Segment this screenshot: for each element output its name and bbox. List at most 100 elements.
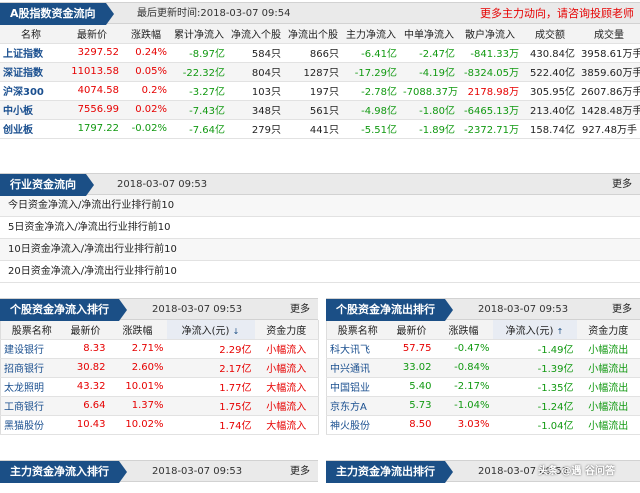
- table-row: 建设银行 8.33 2.71% 2.29亿 小幅流入: [0, 339, 319, 359]
- stock-net-inflow: -1.49亿: [492, 339, 577, 359]
- table-row: 京东方A 5.73 -1.04% -1.24亿 小幅流出: [326, 396, 640, 416]
- stock-net-inflow: -1.35亿: [492, 377, 577, 397]
- table-row: 中小板 7556.99 0.02% -7.43亿 348只 561只 -4.98…: [0, 100, 640, 120]
- col-net-inflow-sort[interactable]: 净流入(元) ↓: [166, 320, 255, 340]
- watermark-text: 头条 @遇 谷问答: [538, 466, 615, 477]
- stock-price: 10.43: [62, 415, 109, 435]
- main-inflow-title: 主力资金净流入排行: [0, 461, 127, 483]
- table-row: 工商银行 6.64 1.37% 1.75亿 小幅流入: [0, 396, 319, 416]
- stock-inflow-more-link[interactable]: 更多: [290, 304, 310, 315]
- stock-outflow-timestamp: 2018-03-07 09:53: [478, 304, 569, 315]
- index-outflow-count: 561只: [284, 100, 342, 120]
- stock-price: 5.73: [388, 396, 435, 416]
- col-change: 涨跌幅: [434, 320, 493, 340]
- col-change: 涨跌幅: [122, 24, 170, 44]
- advisor-promo-link[interactable]: 更多主力动向，请咨询投顾老师: [480, 7, 634, 20]
- stock-price: 57.75: [388, 339, 435, 359]
- industry-rank-link-20d[interactable]: 20日资金净流入/净流出行业排行前10: [0, 261, 640, 283]
- stock-outflow-header-row: 股票名称 最新价 涨跌幅 净流入(元) ↑ 资金力度: [326, 320, 640, 340]
- stock-inflow-header-row: 股票名称 最新价 涨跌幅 净流入(元) ↓ 资金力度: [0, 320, 319, 340]
- index-flow-timestamp: 最后更新时间:2018-03-07 09:54: [137, 8, 291, 19]
- index-mid-inflow: -1.80亿: [400, 100, 458, 120]
- stock-price: 30.82: [62, 358, 109, 378]
- index-volume: 2607.86万手: [578, 81, 640, 101]
- table-row: 科大讯飞 57.75 -0.47% -1.49亿 小幅流出: [326, 339, 640, 359]
- industry-flow-section: 行业资金流向 2018-03-07 09:53 更多 今日资金净流入/净流出行业…: [0, 173, 640, 283]
- stock-change: -0.84%: [434, 358, 493, 378]
- index-name-link[interactable]: 中小板: [0, 100, 62, 120]
- col-volume: 成交量: [578, 24, 640, 44]
- col-price: 最新价: [388, 320, 435, 340]
- stock-price: 33.02: [388, 358, 435, 378]
- index-volume: 3958.61万手: [578, 43, 640, 63]
- index-volume: 927.48万手: [578, 119, 640, 139]
- main-outflow-timestamp: 2018-03-07 09:53: [478, 466, 569, 477]
- index-name-link[interactable]: 上证指数: [0, 43, 62, 63]
- main-inflow-panel: 主力资金净流入排行 2018-03-07 09:53 更多: [0, 460, 318, 483]
- index-cum-inflow: -8.97亿: [170, 43, 228, 63]
- stock-name-link[interactable]: 太龙照明: [0, 377, 63, 397]
- industry-rank-link-today[interactable]: 今日资金净流入/净流出行业排行前10: [0, 195, 640, 217]
- table-row: 沪深300 4074.58 0.2% -3.27亿 103只 197只 -2.7…: [0, 81, 640, 101]
- index-cum-inflow: -7.64亿: [170, 119, 228, 139]
- index-retail-inflow: -841.33万: [458, 43, 522, 63]
- stock-net-inflow: 1.75亿: [166, 396, 255, 416]
- index-retail-inflow: -6465.13万: [458, 100, 522, 120]
- index-amount: 430.84亿: [522, 43, 578, 63]
- index-name-link[interactable]: 沪深300: [0, 81, 62, 101]
- industry-flow-title: 行业资金流向: [0, 174, 94, 196]
- index-flow-header: A股指数资金流向 最后更新时间:2018-03-07 09:54 更多主力动向，…: [0, 2, 640, 25]
- stock-name-link[interactable]: 神火股份: [326, 415, 389, 435]
- stock-outflow-more-link[interactable]: 更多: [612, 304, 632, 315]
- index-price: 3297.52: [62, 43, 122, 63]
- stock-name-link[interactable]: 招商银行: [0, 358, 63, 378]
- stock-change: 10.01%: [108, 377, 167, 397]
- index-name-link[interactable]: 深证指数: [0, 62, 62, 82]
- index-amount: 213.40亿: [522, 100, 578, 120]
- stock-net-inflow: 2.17亿: [166, 358, 255, 378]
- col-outflow-count: 净流出个股: [284, 24, 342, 44]
- col-name: 名称: [0, 24, 62, 44]
- table-row: 招商银行 30.82 2.60% 2.17亿 小幅流入: [0, 358, 319, 378]
- stock-name-link[interactable]: 中兴通讯: [326, 358, 389, 378]
- stock-price: 8.33: [62, 339, 109, 359]
- stock-name-link[interactable]: 中国铝业: [326, 377, 389, 397]
- col-net-inflow-sort[interactable]: 净流入(元) ↑: [492, 320, 577, 340]
- sort-asc-icon: ↑: [556, 326, 564, 336]
- index-volume: 3859.60万手: [578, 62, 640, 82]
- index-amount: 158.74亿: [522, 119, 578, 139]
- stock-outflow-header: 个股资金净流出排行 2018-03-07 09:53 更多: [326, 298, 640, 321]
- stock-outflow-title: 个股资金净流出排行: [326, 299, 453, 321]
- index-mid-inflow: -1.89亿: [400, 119, 458, 139]
- industry-rank-link-10d[interactable]: 10日资金净流入/净流出行业排行前10: [0, 239, 640, 261]
- index-name-link[interactable]: 创业板: [0, 119, 62, 139]
- stock-name-link[interactable]: 黑猫股份: [0, 415, 63, 435]
- stock-price: 5.40: [388, 377, 435, 397]
- col-mid-inflow: 中单净流入: [400, 24, 458, 44]
- main-outflow-panel: 主力资金净流出排行 2018-03-07 09:53 头条 @遇 谷问答: [326, 460, 640, 483]
- col-change: 涨跌幅: [108, 320, 167, 340]
- stock-force: 小幅流出: [576, 396, 640, 416]
- index-main-inflow: -17.29亿: [342, 62, 400, 82]
- col-net-inflow-label: 净流入(元): [505, 325, 554, 337]
- index-inflow-count: 584只: [228, 43, 284, 63]
- stock-force: 小幅流入: [254, 396, 319, 416]
- col-price: 最新价: [62, 24, 122, 44]
- stock-net-inflow: -1.04亿: [492, 415, 577, 435]
- stock-name-link[interactable]: 科大讯飞: [326, 339, 389, 359]
- stock-name-link[interactable]: 建设银行: [0, 339, 63, 359]
- stock-force: 大幅流入: [254, 377, 319, 397]
- industry-rank-link-5d[interactable]: 5日资金净流入/净流出行业排行前10: [0, 217, 640, 239]
- stock-net-inflow: 1.77亿: [166, 377, 255, 397]
- index-price: 11013.58: [62, 62, 122, 82]
- industry-more-link[interactable]: 更多: [612, 179, 632, 190]
- main-outflow-header: 主力资金净流出排行 2018-03-07 09:53 头条 @遇 谷问答: [326, 460, 640, 483]
- stock-change: 2.71%: [108, 339, 167, 359]
- stock-name-link[interactable]: 京东方A: [326, 396, 389, 416]
- stock-name-link[interactable]: 工商银行: [0, 396, 63, 416]
- index-change: 0.24%: [122, 43, 170, 63]
- main-inflow-more-link[interactable]: 更多: [290, 466, 310, 477]
- index-retail-inflow: -2372.71万: [458, 119, 522, 139]
- index-flow-title: A股指数资金流向: [0, 3, 113, 25]
- index-inflow-count: 103只: [228, 81, 284, 101]
